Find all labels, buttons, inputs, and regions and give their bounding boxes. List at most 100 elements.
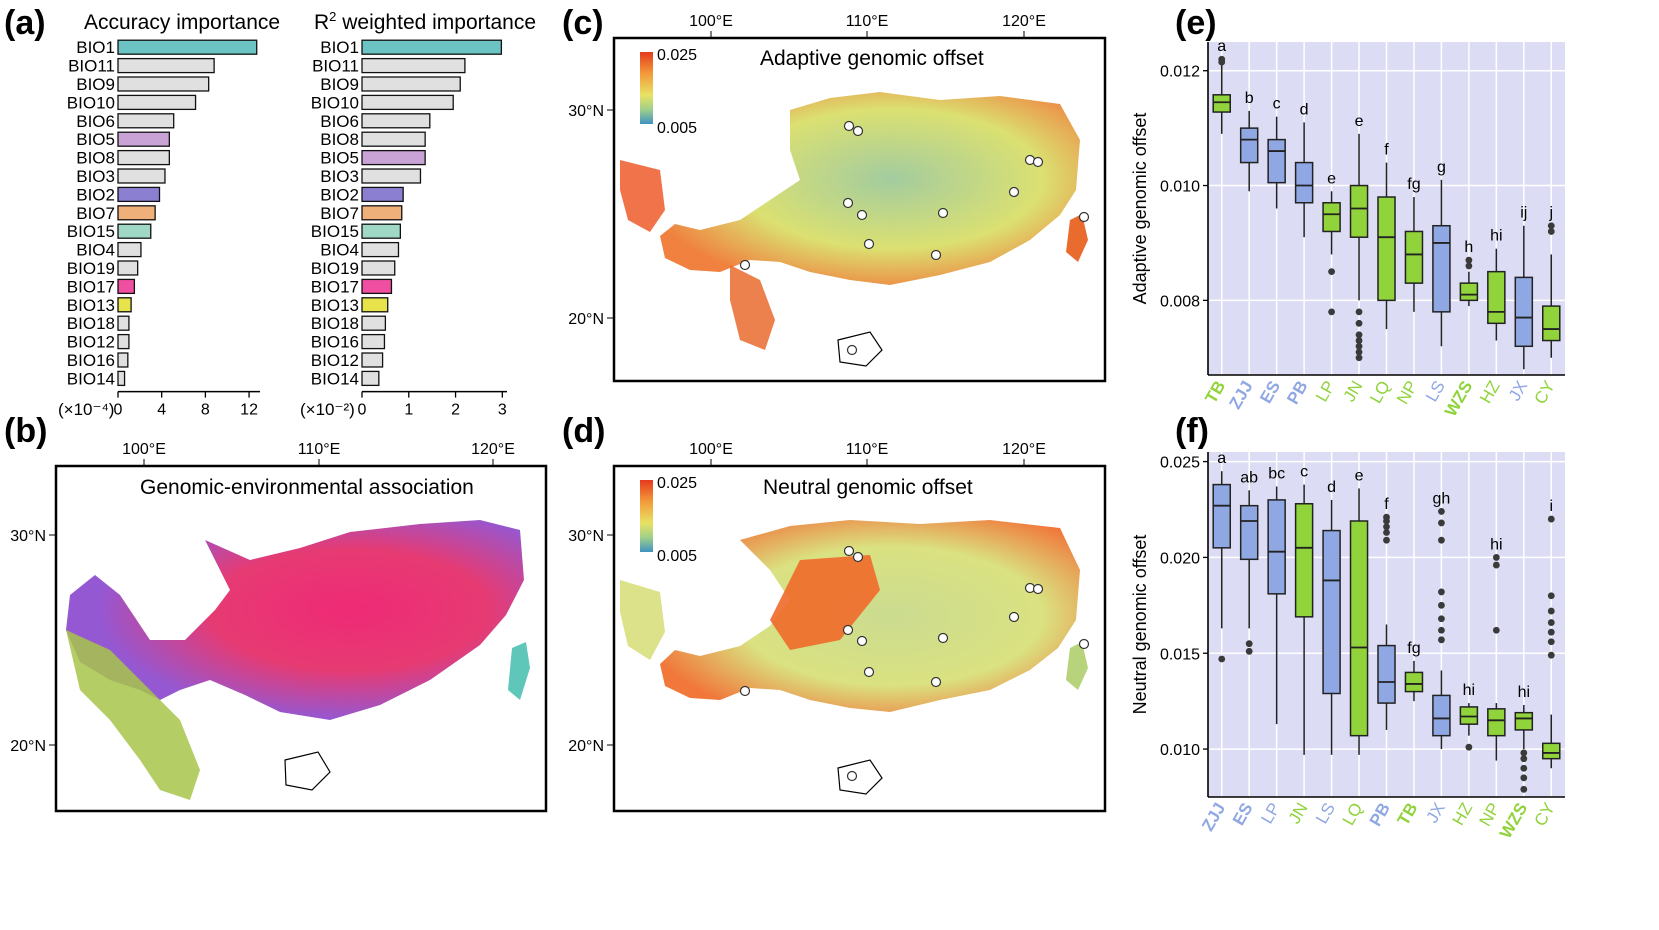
bar [117, 94, 197, 111]
bar-category-label: BIO12 [311, 351, 359, 370]
box-body [1459, 282, 1479, 302]
x-tick-label: 3 [498, 402, 507, 419]
bar [361, 205, 403, 221]
bar-category-label: BIO3 [320, 167, 359, 186]
box-category-label: WZS [1441, 378, 1476, 420]
bar [117, 76, 210, 92]
bar [117, 223, 152, 239]
box-body [1377, 644, 1396, 704]
box-outlier [1438, 636, 1445, 644]
significance-letter: gh [1433, 490, 1451, 507]
bar-category-label: BIO17 [67, 277, 115, 296]
x-tick-label: 4 [157, 402, 166, 419]
map-c-hainan [837, 331, 883, 367]
significance-letter: e [1327, 170, 1336, 187]
box-outlier [1438, 615, 1445, 623]
bar-category-label: BIO19 [311, 259, 359, 278]
significance-letter: g [1437, 159, 1446, 176]
box-outlier [1465, 256, 1473, 264]
box-category-label: HZ [1449, 800, 1477, 829]
panel-label-c: (c) [562, 4, 604, 42]
box-body [1514, 276, 1534, 348]
box-outlier [1547, 651, 1555, 659]
map-b-lon-label-3: 120°E [471, 441, 515, 458]
map-d-site [1078, 638, 1090, 650]
bar-category-label: BIO4 [320, 241, 359, 260]
a2-title: R2 weighted importance [314, 9, 536, 34]
a1-title: Accuracy importance [84, 11, 280, 34]
y-tick-label: 0.025 [1160, 455, 1200, 472]
box-outlier [1218, 58, 1226, 66]
y-axis-label: Neutral genomic offset [1130, 535, 1150, 715]
significance-letter: i [1549, 498, 1553, 515]
bar-category-label: BIO8 [76, 149, 115, 168]
box-outlier [1245, 640, 1253, 648]
bar-category-label: BIO14 [67, 369, 115, 388]
significance-letter: f [1384, 142, 1389, 159]
box-body [1459, 706, 1479, 725]
map-c-site [856, 209, 868, 221]
box-body [1294, 503, 1314, 618]
x-tick-label: 0 [358, 402, 367, 419]
significance-letter: ij [1520, 205, 1527, 222]
bar-category-label: BIO17 [311, 277, 359, 296]
map-c-site [1032, 156, 1044, 168]
bar-category-label: BIO5 [320, 149, 359, 168]
map-c-site [937, 207, 949, 219]
map-d-region [660, 520, 1080, 712]
map-d: 0.025 0.005 Neutral genomic offset 100°E… [568, 441, 1107, 813]
bar [361, 260, 396, 276]
x-tick-label: 1 [404, 402, 413, 419]
panel-label-d: (d) [562, 412, 605, 450]
bar [361, 333, 386, 350]
box-outlier [1520, 785, 1528, 793]
map-c-lat-label-1: 30°N [568, 103, 604, 120]
box-category-label: TB [1394, 800, 1422, 829]
map-b-lon-label-2: 110°E [298, 441, 341, 458]
box-category-label: PB [1283, 378, 1311, 408]
bar [361, 278, 393, 295]
map-d-site [846, 770, 858, 782]
map-b-region [66, 520, 524, 720]
map-d-lat-label-2: 20°N [568, 738, 604, 755]
box-outlier [1547, 619, 1555, 626]
map-c: 0.025 0.005 Adaptive genomic offset 100°… [568, 13, 1107, 383]
panel-label-e: (e) [1175, 4, 1217, 42]
bar-category-label: BIO13 [67, 296, 115, 315]
box-body [1542, 742, 1561, 760]
significance-letter: hi [1490, 536, 1502, 553]
bar [361, 131, 426, 147]
f-boxplot: 0.010 0.015 0.020 0.025 Neutral genomic offs… [1130, 450, 1565, 842]
bar-category-label: BIO14 [311, 369, 359, 388]
box-body [1487, 708, 1506, 737]
bar-category-label: BIO2 [76, 185, 115, 204]
y-tick-label: 0.015 [1160, 646, 1200, 663]
box-outlier [1328, 268, 1335, 276]
box-body [1349, 184, 1369, 238]
map-d-region-2 [620, 580, 665, 660]
box-category-label: LS [1312, 800, 1339, 828]
map-d-title: Neutral genomic offset [763, 476, 973, 499]
a2-bar-chart: BIO1BIO11BIO9BIO10BIO6BIO8BIO5BIO3BIO2BI… [311, 38, 507, 419]
significance-letter: a [1217, 38, 1226, 55]
bar-category-label: BIO1 [76, 38, 115, 57]
box-outlier [1355, 337, 1363, 344]
box-outlier [1355, 319, 1363, 327]
map-d-lon-label-3: 120°E [1002, 441, 1046, 458]
box-body [1542, 305, 1561, 342]
bar-category-label: BIO15 [67, 222, 115, 241]
box-outlier [1465, 743, 1473, 751]
bar [117, 315, 130, 331]
map-b-lat-label-1: 30°N [10, 528, 46, 545]
box-outlier [1547, 592, 1555, 600]
box-body [1212, 94, 1231, 113]
bar-category-label: BIO16 [67, 351, 115, 370]
map-d-site [739, 685, 751, 697]
significance-letter: hi [1490, 228, 1502, 245]
map-d-sites [739, 545, 1090, 782]
y-tick-label: 0.010 [1160, 179, 1200, 196]
bar-category-label: BIO7 [76, 204, 115, 223]
box-outlier [1245, 647, 1253, 655]
box-category-label: JX [1505, 378, 1531, 405]
y-tick-label: 0.020 [1160, 550, 1200, 567]
